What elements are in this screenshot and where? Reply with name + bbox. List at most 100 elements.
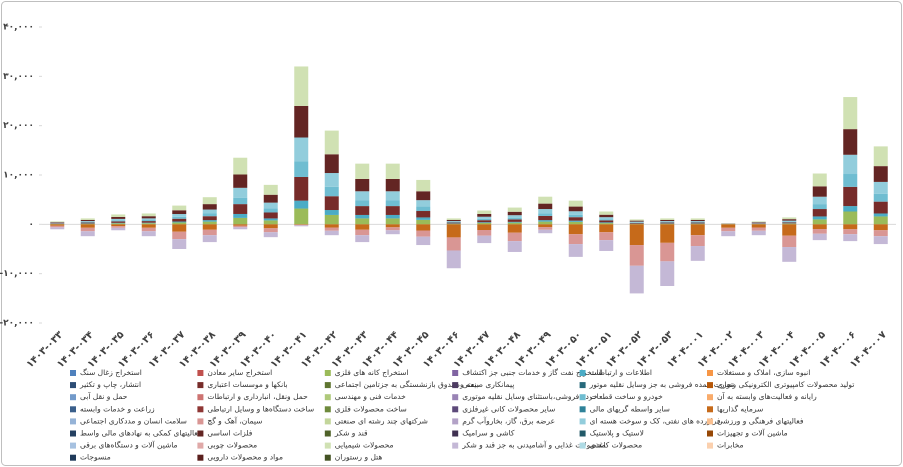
bar-segment <box>324 186 339 197</box>
legend-label: زراعت و خدمات وابسته <box>80 404 155 413</box>
legend-label: لاستیک و پلاستیک <box>590 429 644 438</box>
bar-segment <box>324 154 339 174</box>
bar-segment <box>477 230 492 236</box>
bar-segment <box>172 222 187 225</box>
bar-segment <box>202 221 217 225</box>
bar-segment <box>751 224 766 228</box>
bar-segment <box>416 230 431 237</box>
bar-segment <box>629 220 644 222</box>
bar-segment <box>141 222 156 224</box>
legend-swatch <box>70 418 76 425</box>
bar-segment <box>568 217 583 221</box>
bar-segment <box>385 230 400 235</box>
bar-segment <box>233 217 248 225</box>
bar-segment <box>843 211 858 225</box>
bar-segment <box>660 218 675 220</box>
y-tick-label: -۲۰,۰۰۰ <box>0 319 34 329</box>
bar-segment <box>294 176 309 201</box>
legend-swatch <box>70 406 76 413</box>
bar-segment <box>80 221 95 223</box>
bar-segment <box>538 209 553 214</box>
bar-segment <box>843 97 858 130</box>
bar-segment <box>294 66 309 106</box>
bar-segment <box>141 213 156 217</box>
legend-swatch <box>452 382 459 389</box>
legend-swatch <box>197 394 204 401</box>
bar-segment <box>782 247 797 262</box>
bar-segment <box>50 225 65 228</box>
bar-segment <box>141 227 156 232</box>
bar-segment <box>782 223 797 225</box>
bar-segment <box>416 217 431 220</box>
legend-swatch <box>197 430 204 437</box>
bar-segment <box>294 137 309 162</box>
bar-segment <box>141 223 156 225</box>
bar-segment <box>568 244 583 257</box>
legend-swatch <box>70 382 76 389</box>
legend-label: تجارت عمده فروشی به جز وسایل نقلیه موتور <box>589 380 734 389</box>
bar-segment <box>538 213 553 216</box>
legend-label: قند و شکر <box>334 429 368 438</box>
legend-swatch <box>452 394 459 401</box>
bar-segment <box>507 211 522 216</box>
legend-label: شرکتهای چند رشته ای صنعتی <box>335 416 428 425</box>
legend-label: فلزات اساسی <box>207 429 252 438</box>
bar-segment <box>538 215 553 221</box>
bar-segment <box>416 236 431 246</box>
bar-segment <box>690 246 705 261</box>
bar-segment <box>263 224 278 229</box>
bar-segment <box>660 222 675 224</box>
bar-segment <box>294 200 309 209</box>
bar-segment <box>629 224 644 246</box>
legend-label: رایانه و فعالیت‌های وابسته به آن <box>717 391 817 401</box>
legend-swatch <box>707 394 713 401</box>
legend-label: استخراج سایر معادن <box>207 368 272 377</box>
legend-swatch <box>70 454 76 461</box>
legend-swatch <box>579 394 586 401</box>
legend-swatch <box>197 406 204 413</box>
bar-segment <box>172 239 187 249</box>
bar-segment <box>324 173 339 187</box>
y-tick-label: ۴۰,۰۰۰ <box>3 23 34 33</box>
bar-segment <box>538 221 553 225</box>
legend-swatch <box>324 406 331 413</box>
legend-swatch <box>579 430 586 437</box>
bar-segment <box>690 223 705 225</box>
bar-segment <box>233 157 248 175</box>
bar-segment <box>202 204 217 210</box>
bar-segment <box>446 219 461 222</box>
legend-label: فراورده های نفتی، کک و سوخت هسته ای <box>590 416 721 425</box>
bar-segment <box>202 216 217 221</box>
bar-segment <box>690 222 705 224</box>
bar-segment <box>355 229 370 236</box>
bar-segment <box>263 202 278 209</box>
bar-segment <box>599 232 614 241</box>
bar-segment <box>690 235 705 247</box>
legend-swatch <box>452 430 459 437</box>
bar-segment <box>324 227 339 231</box>
bar-segment <box>660 219 675 222</box>
bar-segment <box>385 214 400 219</box>
bar-segment <box>690 224 705 236</box>
bar-segment <box>50 224 65 226</box>
bar-segment <box>233 225 248 228</box>
bar-segment <box>812 173 827 187</box>
bar-segment <box>294 161 309 177</box>
bar-segment <box>507 221 522 223</box>
bar-segment <box>507 224 522 233</box>
bar-segment <box>599 224 614 233</box>
legend-swatch <box>579 370 586 376</box>
bar-segment <box>202 220 217 222</box>
bar-segment <box>324 230 339 236</box>
bar-segment <box>202 209 217 214</box>
bar-segment <box>538 196 553 204</box>
legend-label: خرده فروشی،باستثنای وسایل نقلیه موتوری <box>462 392 598 401</box>
bar-segment <box>233 213 248 218</box>
bar-segment <box>568 200 583 207</box>
legend-swatch <box>579 442 586 449</box>
bar-segment <box>355 218 370 225</box>
bar-segment <box>263 218 278 221</box>
bar-segment <box>111 218 126 221</box>
legend-swatch <box>70 442 76 449</box>
legend-swatch <box>324 394 331 401</box>
